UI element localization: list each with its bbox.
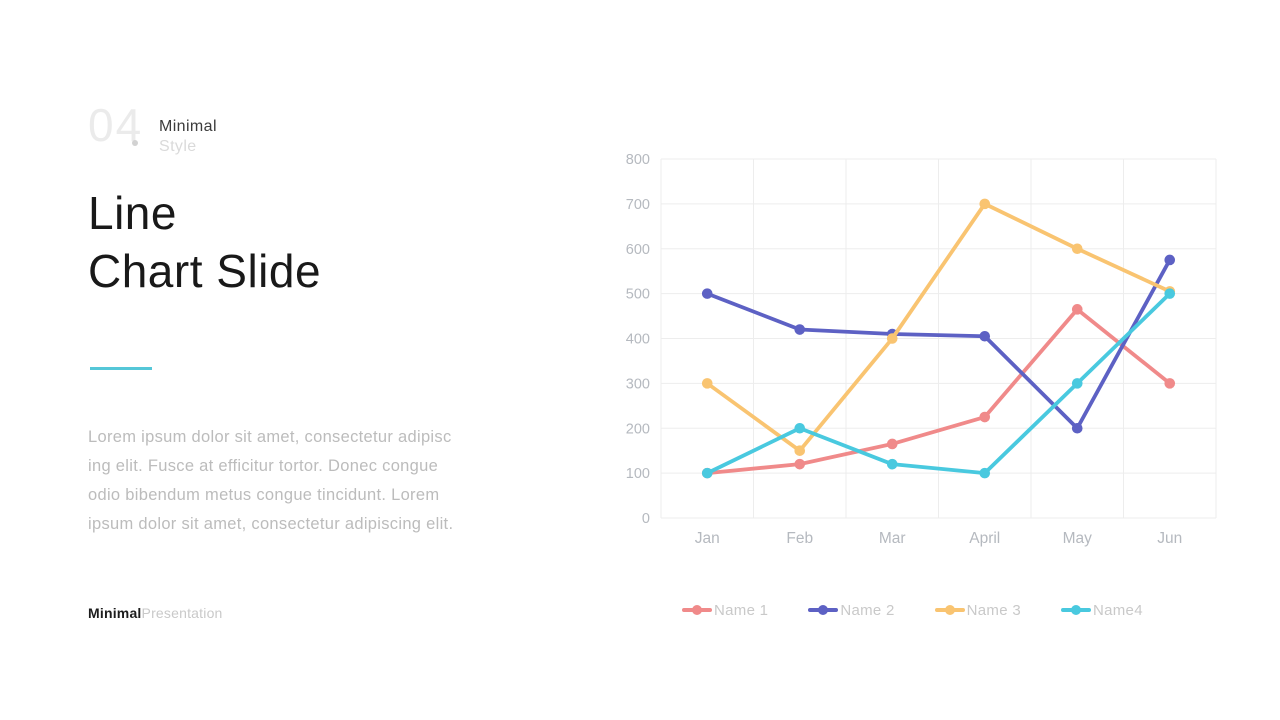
y-axis-tick-label: 200 [626,421,650,437]
y-axis-tick-label: 300 [626,376,650,392]
series-line-name-1 [705,307,1172,476]
footer-brand-light: Presentation [141,605,223,621]
chart-legend: Name 1 Name 2 Name 3 Name4 [620,595,1220,625]
series-line-name-3 [705,201,1172,453]
series-point-name-2-jan [701,288,713,299]
x-axis-tick-label: Feb [786,530,813,547]
series-point-name-1-mar [886,438,898,450]
y-axis-tick-label: 500 [626,287,650,303]
legend-line-marker-icon [808,604,839,616]
y-axis-tick-label: 100 [626,466,650,482]
line-chart: 0 100 200 300 400 500 600 700 800 Jan Feb Mar April M… [620,150,1220,650]
series-point-name-1-may [1071,304,1083,315]
series-point-name-1-april [979,411,991,423]
x-axis-tick-label: May [1063,530,1093,547]
body-text-line: odio bibendum metus congue tincidunt. Lo… [88,486,440,504]
kicker-line-2: Style [159,138,197,155]
y-axis-tick-label: 0 [642,511,650,527]
y-axis-tick-label: 600 [626,242,650,258]
series-point-name-3-mar [886,333,898,344]
section-number-dot [132,140,138,146]
series-point-name-3-jan [701,378,713,389]
series-point-name4-april [979,467,991,479]
y-axis-tick-label: 700 [626,197,650,213]
x-axis-tick-label: Mar [879,530,906,547]
x-axis-tick-label: April [969,530,1000,547]
legend-item-name4[interactable]: Name4 [1060,601,1143,619]
series-point-name-3-feb [794,445,806,456]
footer-brand: MinimalPresentation [88,605,223,621]
series-point-name-1-feb [794,458,806,470]
section-kicker: Minimal Style [159,117,217,157]
series-point-name-3-may [1071,243,1083,255]
chart-plot-area: 0 100 200 300 400 500 600 700 800 Jan Feb Mar April M… [626,152,1217,547]
legend-item-name-3[interactable]: Name 3 [934,601,1021,619]
series-point-name4-jan [701,467,713,479]
series-point-name4-feb [794,422,806,434]
series-point-name-1-jun [1164,378,1176,389]
series-point-name-2-may [1071,422,1083,434]
legend-label: Name 2 [840,601,895,619]
accent-divider [90,367,152,370]
series-point-name-2-feb [794,324,806,335]
x-axis-tick-label: Jun [1157,530,1182,547]
series-line-name-2 [705,258,1172,431]
legend-item-name-2[interactable]: Name 2 [808,602,894,619]
series-line-name4 [705,291,1172,476]
slide-title-line-1: Line [88,187,177,239]
y-axis-tick-label: 400 [626,332,650,348]
legend-line-marker-icon [682,604,712,616]
body-text-line: ipsum dolor sit amet, consectetur adipis… [88,515,454,533]
series-point-name-2-april [979,330,991,342]
series-point-name4-jun [1164,288,1176,299]
legend-line-marker-icon [1060,604,1091,616]
x-axis-tick-label: Jan [695,530,720,547]
slide-title: Line Chart Slide [88,184,321,300]
legend-label: Name 1 [714,601,769,619]
legend-label: Name4 [1092,601,1143,619]
slide-title-line-2: Chart Slide [88,245,322,297]
body-text-line: ing elit. Fusce at efficitur tortor. Don… [88,457,439,475]
body-text: Lorem ipsum dolor sit amet, consectetur … [88,423,453,539]
legend-line-marker-icon [934,604,965,616]
series-point-name4-mar [886,458,898,470]
body-text-line: Lorem ipsum dolor sit amet, consectetur … [88,428,452,446]
series-point-name-2-jun [1164,254,1176,266]
footer-brand-bold: Minimal [88,605,142,621]
kicker-line-1: Minimal [159,118,217,135]
series-point-name4-may [1071,378,1083,389]
series-point-name-3-april [979,198,991,210]
legend-label: Name 3 [966,601,1021,619]
legend-item-name-1[interactable]: Name 1 [682,602,768,619]
y-axis-tick-label: 800 [626,152,650,168]
